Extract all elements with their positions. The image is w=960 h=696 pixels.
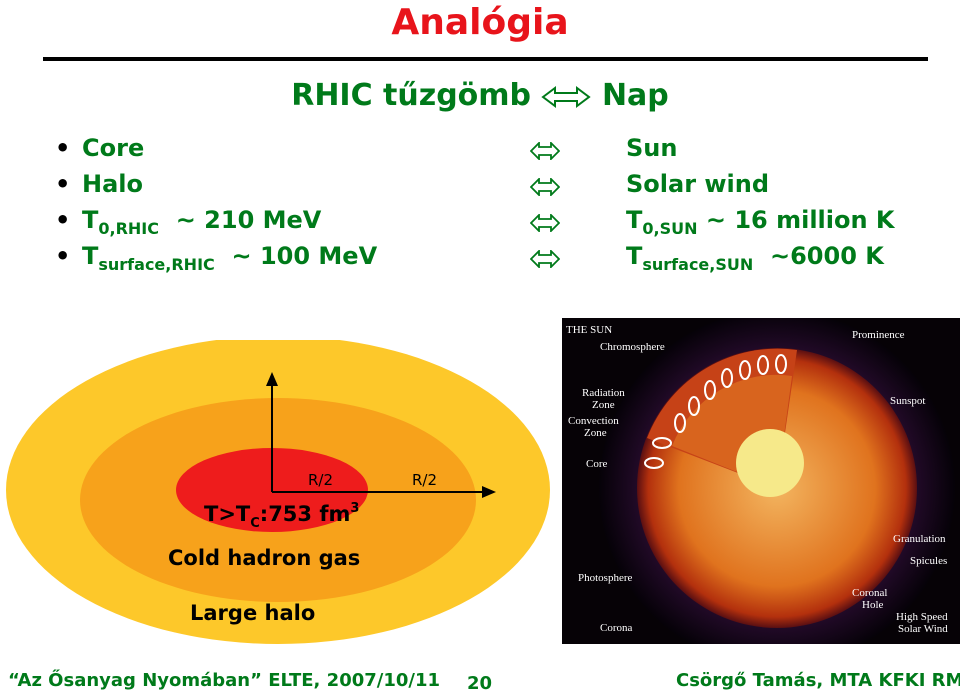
slide-subtitle: RHIC tűzgömb Nap bbox=[0, 78, 960, 113]
sun-label-convection-zone: Convection bbox=[568, 415, 619, 427]
comparison-row-surface-temperature: • Tsurface,RHIC ~ 100 MeV Tsurface,SUN ~… bbox=[0, 242, 960, 278]
row-left-label: T0,RHIC ~ 210 MeV bbox=[82, 206, 322, 238]
sun-image-title: THE SUN bbox=[566, 324, 612, 336]
vertical-arrowhead bbox=[266, 372, 278, 386]
footer-author: Csörgő Tamás, MTA KFKI RMKI bbox=[676, 670, 960, 691]
sun-cutaway-image: THE SUN Chromosphere Prominence Radiatio… bbox=[562, 318, 960, 644]
bullet: • bbox=[55, 134, 71, 162]
horizontal-arrowhead bbox=[482, 486, 496, 498]
cold-hadron-gas-label: Cold hadron gas bbox=[168, 546, 360, 570]
bullet: • bbox=[55, 242, 71, 270]
bullet: • bbox=[55, 206, 71, 234]
sun-label-corona: Corona bbox=[600, 622, 633, 634]
sun-label-sunspot: Sunspot bbox=[890, 395, 925, 407]
sun-label-prominence: Prominence bbox=[852, 329, 905, 341]
row-left-label: Tsurface,RHIC ~ 100 MeV bbox=[82, 242, 378, 274]
row-right-label: T0,SUN ~ 16 million K bbox=[626, 206, 895, 238]
double-arrow-icon bbox=[530, 214, 560, 232]
r-label-inner: R/2 bbox=[308, 471, 333, 489]
bullet: • bbox=[55, 170, 71, 198]
sun-label-coronal-hole: Coronal bbox=[852, 587, 887, 599]
sun-label-high-speed-solar-wind: High Speed bbox=[896, 611, 948, 623]
comparison-row-core-temperature: • T0,RHIC ~ 210 MeV T0,SUN ~ 16 million … bbox=[0, 206, 960, 242]
page-number: 20 bbox=[467, 673, 493, 694]
sun-label-granulation: Granulation bbox=[893, 533, 946, 545]
sun-core bbox=[736, 429, 804, 497]
subtitle-end: Nap bbox=[601, 78, 669, 113]
double-arrow-icon bbox=[530, 250, 560, 268]
svg-text:Hole: Hole bbox=[862, 599, 884, 611]
row-left-label: Core bbox=[82, 134, 145, 162]
sun-label-radiation-zone: Radiation bbox=[582, 387, 625, 399]
slide-title: Analógia bbox=[391, 2, 569, 43]
svg-text:Zone: Zone bbox=[584, 427, 607, 439]
comparison-row-core: • Core Sun bbox=[0, 134, 960, 170]
double-arrow-icon bbox=[530, 142, 560, 160]
large-halo-label: Large halo bbox=[190, 601, 315, 625]
core-temperature-label: T>TC:753 fm3 bbox=[204, 501, 359, 531]
sun-label-photosphere: Photosphere bbox=[578, 572, 633, 584]
svg-text:Zone: Zone bbox=[592, 399, 615, 411]
subtitle-main: RHIC tűzgömb bbox=[291, 78, 532, 113]
row-left-label: Halo bbox=[82, 170, 143, 198]
footer-event: “Az Ősanyag Nyomában” ELTE, 2007/10/11 bbox=[8, 670, 441, 691]
row-right-label: Sun bbox=[626, 134, 678, 162]
comparison-row-halo: • Halo Solar wind bbox=[0, 170, 960, 206]
svg-text:Solar Wind: Solar Wind bbox=[898, 623, 948, 635]
sun-label-spicules: Spicules bbox=[910, 555, 947, 567]
double-arrow-icon bbox=[530, 178, 560, 196]
double-arrow-icon bbox=[541, 85, 592, 108]
title-rule bbox=[43, 57, 928, 61]
r-label-outer: R/2 bbox=[412, 471, 437, 489]
sun-label-core: Core bbox=[586, 458, 608, 470]
fireball-diagram: R/2 R/2 T>TC:753 fm3 Cold hadron gas Lar… bbox=[6, 340, 550, 644]
row-right-label: Tsurface,SUN ~6000 K bbox=[626, 242, 884, 274]
row-right-label: Solar wind bbox=[626, 170, 770, 198]
sun-label-chromosphere: Chromosphere bbox=[600, 341, 665, 353]
